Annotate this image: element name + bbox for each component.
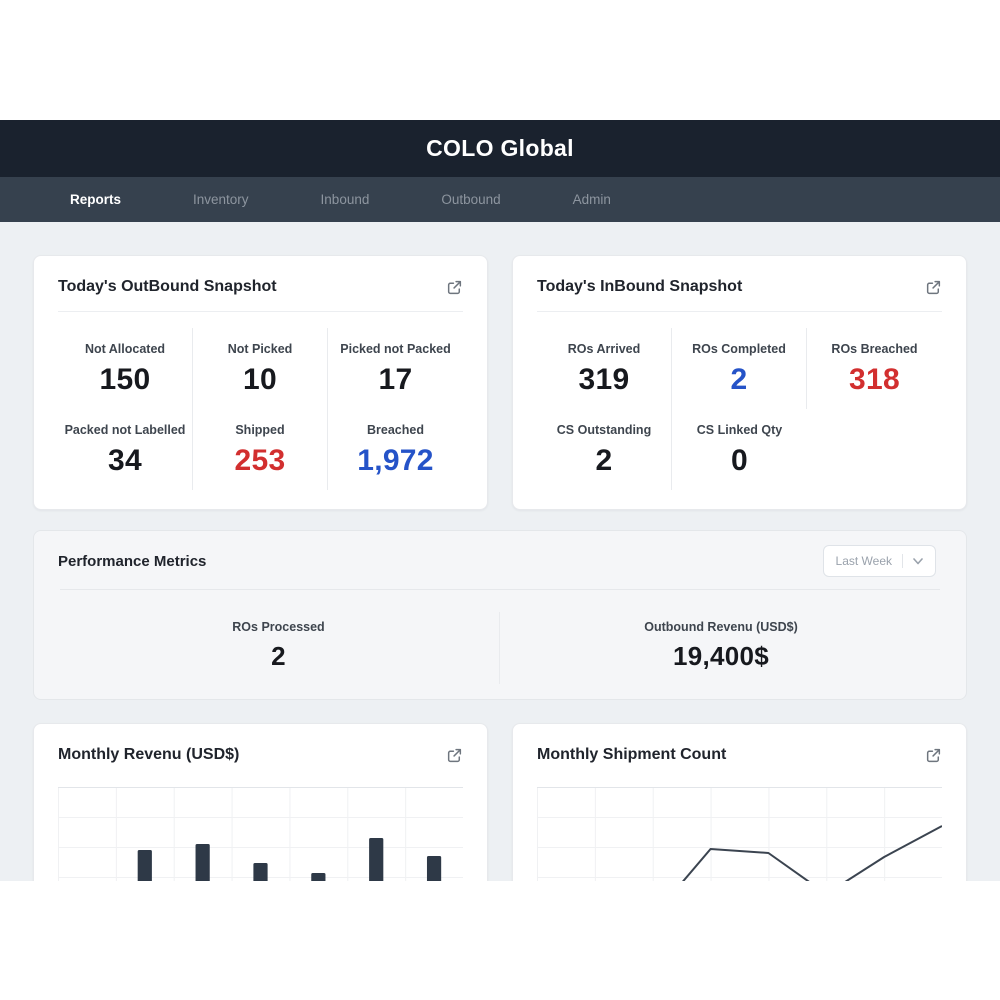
metric-cell: Packed not Labelled 34 bbox=[58, 409, 193, 490]
bar-chart-svg bbox=[58, 787, 463, 881]
metric-cell: ROs Completed 2 bbox=[672, 328, 807, 409]
outbound-metrics-grid: Not Allocated 150 Not Picked 10 Picked not P… bbox=[34, 312, 487, 490]
metric-value: 10 bbox=[243, 363, 277, 396]
metric-cell: Shipped 253 bbox=[193, 409, 328, 490]
metric-value: 319 bbox=[578, 363, 630, 396]
metric-label: ROs Processed bbox=[232, 620, 325, 634]
metric-cell: Picked not Packed 17 bbox=[328, 328, 463, 409]
metric-label: Picked not Packed bbox=[340, 342, 451, 356]
metric-label: ROs Breached bbox=[831, 342, 918, 356]
metric-label: Shipped bbox=[235, 423, 285, 437]
metric-label: CS Linked Qty bbox=[696, 423, 783, 437]
metric-label: Not Allocated bbox=[84, 342, 166, 356]
divider bbox=[537, 311, 942, 312]
monthly-shipment-card: Monthly Shipment Count bbox=[512, 723, 967, 881]
metric-cell-empty bbox=[807, 409, 942, 490]
snapshot-row: Today's OutBound Snapshot Not Allocated 1… bbox=[33, 255, 967, 510]
period-select[interactable]: Last Week bbox=[822, 545, 936, 577]
metric-label: Not Picked bbox=[227, 342, 293, 356]
metric-value: 2 bbox=[730, 363, 748, 396]
divider bbox=[58, 311, 463, 312]
metric-cell: Not Picked 10 bbox=[193, 328, 328, 409]
metric-label: ROs Completed bbox=[692, 342, 786, 356]
metric-value: 2 bbox=[271, 641, 286, 671]
card-header: Today's InBound Snapshot bbox=[513, 256, 966, 311]
main-content: Today's OutBound Snapshot Not Allocated 1… bbox=[0, 222, 1000, 881]
monthly-revenue-card: Monthly Revenu (USD$) bbox=[33, 723, 488, 881]
metric-cell: ROs Arrived 319 bbox=[537, 328, 672, 409]
metric-cell: ROs Breached 318 bbox=[807, 328, 942, 409]
external-link-icon bbox=[447, 280, 462, 294]
metric-value: 34 bbox=[108, 444, 142, 477]
inbound-metrics-grid: ROs Arrived 319 ROs Completed 2 ROs Breached… bbox=[513, 312, 966, 490]
dropdown-separator bbox=[902, 554, 903, 568]
app-shell: COLO Global Reports Inventory Inbound Outbo… bbox=[0, 120, 1000, 881]
monthly-shipment-chart bbox=[537, 787, 942, 881]
inbound-snapshot-card: Today's InBound Snapshot ROs Arrived 319 R… bbox=[512, 255, 967, 510]
performance-metrics-grid: ROs Processed 2 Outbound Revenu (USD$) 19,4… bbox=[34, 590, 966, 684]
metric-value: 17 bbox=[378, 363, 413, 396]
nav-tab-reports[interactable]: Reports bbox=[70, 192, 122, 207]
card-title: Today's OutBound Snapshot bbox=[58, 278, 277, 295]
metric-label: CS Outstanding bbox=[556, 423, 652, 437]
metric-cell: CS Linked Qty 0 bbox=[672, 409, 807, 490]
metric-value: 19,400$ bbox=[672, 641, 770, 671]
metric-value: 318 bbox=[849, 363, 900, 396]
metric-cell: ROs Processed 2 bbox=[58, 612, 500, 684]
card-title: Monthly Shipment Count bbox=[537, 746, 727, 763]
nav-tab-outbound[interactable]: Outbound bbox=[441, 192, 501, 207]
metric-value: 1,972 bbox=[357, 444, 434, 477]
nav-tab-inbound[interactable]: Inbound bbox=[320, 192, 370, 207]
monthly-revenue-chart bbox=[58, 787, 463, 881]
card-header: Monthly Revenu (USD$) bbox=[34, 724, 487, 779]
card-title: Performance Metrics bbox=[58, 552, 207, 570]
metric-value: 0 bbox=[731, 444, 748, 477]
open-inbound-report-button[interactable] bbox=[925, 279, 942, 296]
card-header: Today's OutBound Snapshot bbox=[34, 256, 487, 311]
line-chart-svg bbox=[537, 787, 942, 881]
nav-tabs: Reports Inventory Inbound Outbound Admin bbox=[0, 177, 1000, 222]
metric-cell: Outbound Revenu (USD$) 19,400$ bbox=[500, 612, 942, 684]
metric-cell: Not Allocated 150 bbox=[58, 328, 193, 409]
outbound-snapshot-card: Today's OutBound Snapshot Not Allocated 1… bbox=[33, 255, 488, 510]
card-title: Monthly Revenu (USD$) bbox=[58, 746, 240, 763]
open-revenue-report-button[interactable] bbox=[446, 747, 463, 764]
metric-value: 2 bbox=[595, 444, 613, 477]
open-outbound-report-button[interactable] bbox=[446, 279, 463, 296]
card-header: Performance Metrics Last Week bbox=[34, 531, 966, 589]
nav-tab-inventory[interactable]: Inventory bbox=[193, 192, 249, 207]
metric-label: ROs Arrived bbox=[567, 342, 641, 356]
external-link-icon bbox=[926, 748, 941, 762]
external-link-icon bbox=[447, 748, 462, 762]
card-title: Today's InBound Snapshot bbox=[537, 278, 743, 295]
metric-label: Outbound Revenu (USD$) bbox=[644, 620, 798, 634]
app-title: COLO Global bbox=[426, 135, 574, 161]
top-header: COLO Global bbox=[0, 120, 1000, 177]
performance-metrics-card: Performance Metrics Last Week ROs Proces… bbox=[33, 530, 967, 700]
open-shipment-report-button[interactable] bbox=[925, 747, 942, 764]
nav-tab-admin[interactable]: Admin bbox=[572, 192, 611, 207]
card-header: Monthly Shipment Count bbox=[513, 724, 966, 779]
external-link-icon bbox=[926, 280, 941, 294]
metric-label: Breached bbox=[367, 423, 424, 437]
charts-row: Monthly Revenu (USD$) Monthly Shipment C… bbox=[33, 723, 967, 881]
metric-value: 253 bbox=[234, 444, 286, 477]
metric-label: Packed not Labelled bbox=[64, 423, 186, 437]
period-select-value: Last Week bbox=[835, 554, 892, 568]
metric-cell: Breached 1,972 bbox=[328, 409, 463, 490]
chevron-down-icon bbox=[913, 557, 923, 564]
divider bbox=[60, 589, 940, 590]
metric-value: 150 bbox=[99, 363, 151, 396]
metric-cell: CS Outstanding 2 bbox=[537, 409, 672, 490]
